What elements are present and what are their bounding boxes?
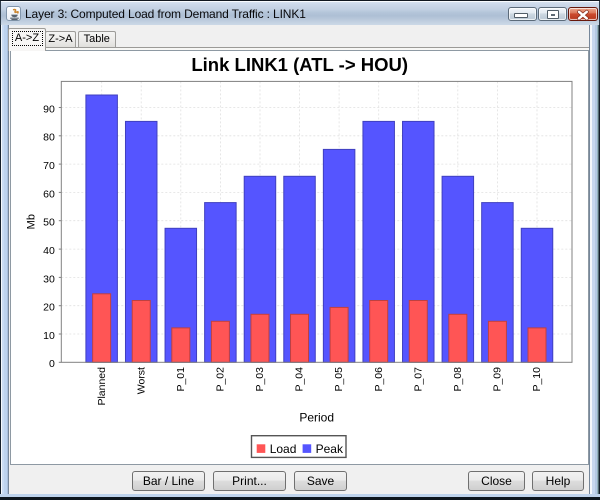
svg-text:30: 30 [43, 273, 55, 285]
svg-text:P_07: P_07 [412, 367, 424, 392]
svg-text:40: 40 [43, 245, 55, 257]
svg-text:P_02: P_02 [215, 367, 227, 392]
svg-text:Link LINK1 (ATL -> HOU): Link LINK1 (ATL -> HOU) [191, 54, 408, 75]
svg-text:20: 20 [43, 302, 55, 314]
svg-text:P_10: P_10 [531, 367, 543, 392]
svg-text:Mb: Mb [26, 214, 38, 229]
svg-text:P_09: P_09 [492, 367, 504, 392]
svg-text:P_08: P_08 [452, 367, 464, 392]
svg-text:50: 50 [43, 217, 55, 229]
svg-text:P_01: P_01 [175, 367, 187, 392]
svg-text:Planned: Planned [96, 367, 108, 406]
svg-text:0: 0 [49, 358, 55, 370]
svg-text:70: 70 [43, 160, 55, 172]
svg-text:P_06: P_06 [373, 367, 385, 392]
svg-text:P_04: P_04 [294, 367, 306, 392]
svg-text:Peak: Peak [316, 442, 344, 456]
svg-text:80: 80 [43, 132, 55, 144]
svg-text:Period: Period [299, 410, 334, 424]
svg-text:90: 90 [43, 103, 55, 115]
svg-text:60: 60 [43, 188, 55, 200]
svg-text:10: 10 [43, 330, 55, 342]
svg-text:P_03: P_03 [254, 367, 266, 392]
svg-text:P_05: P_05 [333, 367, 345, 392]
svg-text:Load: Load [270, 442, 297, 456]
svg-text:Worst: Worst [135, 367, 147, 394]
